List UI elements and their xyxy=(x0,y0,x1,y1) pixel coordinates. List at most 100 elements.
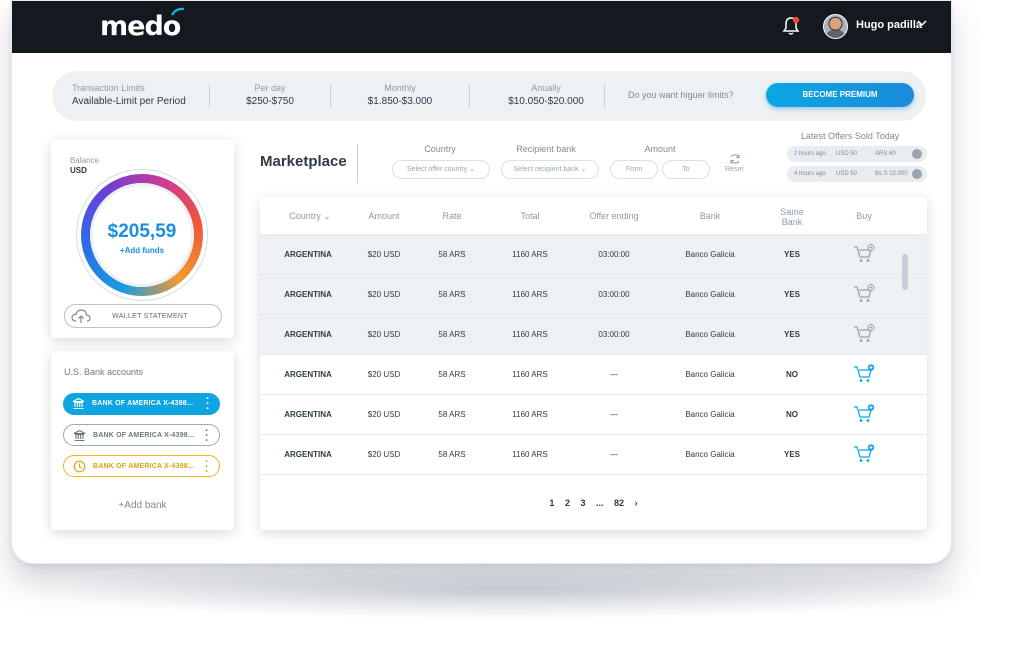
cell-amount: $20 USD xyxy=(367,450,401,459)
avatar[interactable] xyxy=(823,14,848,39)
page-link[interactable]: 82 xyxy=(614,498,625,508)
bank-account-label: BANK OF AMERICA X-4398... xyxy=(93,432,195,439)
country-filter-label: Country xyxy=(424,144,456,154)
cell-amount: $20 USD xyxy=(367,330,401,339)
cell-bank: Banco Galicia xyxy=(685,410,735,419)
page-link[interactable]: 1 xyxy=(549,498,555,508)
amount-to-input[interactable]: To xyxy=(662,160,710,179)
page-link[interactable]: 2 xyxy=(564,498,570,508)
next-page-button[interactable]: › xyxy=(634,498,638,508)
cell-country: ARGENTINA xyxy=(284,290,332,299)
cell-amount: $20 USD xyxy=(367,250,401,259)
latest-offers-title: Latest Offers Sold Today xyxy=(801,131,900,141)
cell-total: 1160 ARS xyxy=(512,290,548,299)
cart-icon[interactable] xyxy=(853,404,875,424)
ring-outline xyxy=(76,169,208,301)
check-icon xyxy=(912,169,922,179)
table-row[interactable]: ARGENTINA $20 USD 58 ARS 1160 ARS — Banc… xyxy=(260,394,927,434)
offer-local: ARS 60 xyxy=(875,151,896,157)
cell-bank: Banco Galicia xyxy=(685,450,735,459)
more-vertical-icon[interactable]: · · · xyxy=(206,393,210,415)
bank-account-item[interactable]: BANK OF AMERICA X-4398... · · · xyxy=(63,393,220,415)
amount-from-input[interactable]: From xyxy=(610,160,658,179)
divider xyxy=(209,84,210,108)
cell-bank: Banco Galicia xyxy=(685,290,735,299)
wallet-statement-label: WALLET STATEMENT xyxy=(112,313,188,320)
more-vertical-icon[interactable]: · · · xyxy=(205,425,209,447)
bank-filter-placeholder: Select recipient bank xyxy=(513,166,579,173)
table-row[interactable]: ARGENTINA $20 USD 58 ARS 1160 ARS 03:00:… xyxy=(260,274,927,314)
cell-rate: 58 ARS xyxy=(438,410,466,419)
more-vertical-icon[interactable]: · · · xyxy=(205,456,209,478)
chevron-down-icon[interactable] xyxy=(916,17,928,29)
clock-icon xyxy=(73,460,86,473)
cell-rate: 58 ARS xyxy=(438,370,466,379)
check-icon xyxy=(912,149,922,159)
higher-limits-question: Do you want higuer limits? xyxy=(628,90,734,100)
cell-same-bank: YES xyxy=(783,250,800,259)
cell-offer-ending: 03:00:00 xyxy=(598,250,630,259)
cell-bank: Banco Galicia xyxy=(685,370,735,379)
become-premium-button[interactable]: BECOME PREMIUM xyxy=(766,83,914,107)
top-bar: medo Hugo padilla xyxy=(12,1,951,53)
balance-label: Balance xyxy=(70,156,99,165)
logo-accent-icon xyxy=(171,7,185,16)
per-day-value: $250-$750 xyxy=(246,96,294,107)
offer-time: 2 hours ago xyxy=(794,151,826,157)
refresh-icon[interactable] xyxy=(729,153,741,165)
table-bottom-border xyxy=(260,474,927,475)
add-funds-link[interactable]: +Add funds xyxy=(119,246,165,255)
cell-offer-ending: 03:00:00 xyxy=(598,290,630,299)
table-scrollbar[interactable] xyxy=(902,254,908,290)
latest-offer-item: 4 hours ago USD 50 Bs.S 22.000 xyxy=(787,166,927,182)
user-name[interactable]: Hugo padilla xyxy=(856,19,922,31)
cart-icon[interactable] xyxy=(853,244,875,264)
pagination: 1 2 3 ... 82 › xyxy=(260,498,927,508)
cart-icon[interactable] xyxy=(853,364,875,384)
anually-block: Anually $10.050-$20.000 xyxy=(498,83,594,107)
reset-button[interactable]: Reset xyxy=(725,166,744,173)
page-link[interactable]: 3 xyxy=(580,498,586,508)
wallet-statement-button[interactable]: WALLET STATEMENT xyxy=(64,304,222,328)
add-bank-link[interactable]: +Add bank xyxy=(118,500,167,511)
balance-card: Balance USD $205,59 +Add funds WALLET ST… xyxy=(51,140,234,338)
country-filter-select[interactable]: Select offer country ⌄ xyxy=(392,160,490,179)
per-day-label: Per day xyxy=(254,83,286,93)
cart-icon[interactable] xyxy=(853,324,875,344)
balance-amount: $205,59 xyxy=(107,221,177,242)
anually-value: $10.050-$20.000 xyxy=(508,96,584,107)
column-header-same-bank: Same Bank xyxy=(780,207,804,227)
latest-offer-item: 2 hours ago USD 50 ARS 60 xyxy=(787,146,927,162)
bell-icon[interactable] xyxy=(781,15,801,37)
offer-usd: USD 50 xyxy=(836,151,858,157)
column-header-buy: Buy xyxy=(856,211,872,221)
app-window: medo Hugo padilla Transaction Limits Ava… xyxy=(11,0,952,564)
bank-account-item[interactable]: BANK OF AMERICA X-4398... · · · xyxy=(63,424,220,447)
table-row[interactable]: ARGENTINA $20 USD 58 ARS 1160 ARS 03:00:… xyxy=(260,314,927,354)
cell-same-bank: YES xyxy=(783,450,800,459)
transaction-limits-bar: Transaction Limits Available-Limit per P… xyxy=(52,71,926,121)
table-row[interactable]: ARGENTINA $20 USD 58 ARS 1160 ARS — Banc… xyxy=(260,354,927,394)
divider xyxy=(604,84,605,108)
cart-icon[interactable] xyxy=(853,444,875,464)
page-ellipsis: ... xyxy=(596,498,604,508)
cell-country: ARGENTINA xyxy=(284,410,332,419)
cell-rate: 58 ARS xyxy=(438,250,466,259)
balance-ring: $205,59 +Add funds xyxy=(76,169,208,301)
table-row[interactable]: ARGENTINA $20 USD 58 ARS 1160 ARS 03:00:… xyxy=(260,234,927,274)
column-header-country[interactable]: Country ⌄ xyxy=(289,211,331,221)
cart-icon[interactable] xyxy=(853,284,875,304)
cell-country: ARGENTINA xyxy=(284,370,332,379)
table-row[interactable]: ARGENTINA $20 USD 58 ARS 1160 ARS — Banc… xyxy=(260,434,927,474)
per-day-block: Per day $250-$750 xyxy=(240,83,300,107)
app-logo[interactable]: medo xyxy=(100,11,181,42)
offer-local: Bs.S 22.000 xyxy=(875,171,908,177)
bank-filter-select[interactable]: Select recipient bank ⌄ xyxy=(501,160,599,179)
bank-accounts-title: U.S. Bank accounts xyxy=(64,367,144,377)
column-header-offer-ending: Offer ending xyxy=(589,211,639,221)
bank-account-item[interactable]: BANK OF AMERICA X-4398... · · · xyxy=(63,455,220,478)
cell-country: ARGENTINA xyxy=(284,450,332,459)
column-header-bank: Bank xyxy=(699,211,721,221)
cell-total: 1160 ARS xyxy=(512,250,548,259)
